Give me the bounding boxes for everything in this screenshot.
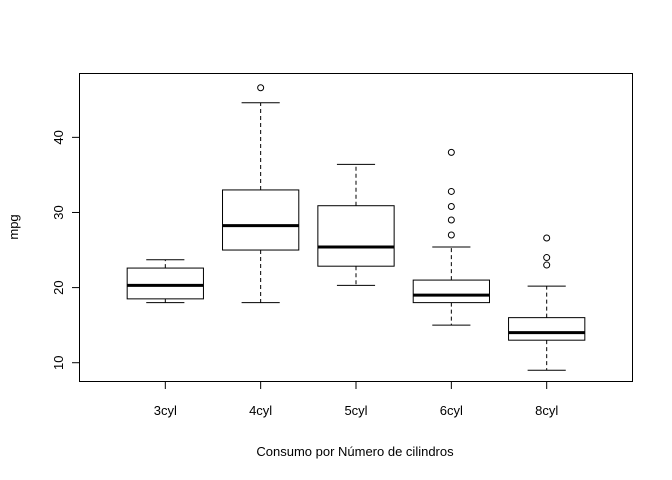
outlier-point — [543, 261, 551, 269]
box-8cyl — [508, 234, 586, 371]
x-tick-label: 3cyl — [154, 403, 177, 418]
iqr-box — [412, 279, 490, 304]
outlier-point — [543, 234, 551, 242]
y-tick-label: 10 — [51, 355, 66, 369]
box-3cyl — [126, 259, 204, 304]
outlier-point — [447, 187, 455, 195]
box-6cyl — [412, 148, 490, 326]
outlier-point — [447, 202, 455, 210]
outlier-point — [447, 231, 455, 239]
x-tick-label: 4cyl — [249, 403, 272, 418]
x-axis: 3cyl 4cyl 5cyl 6cyl 8cyl — [154, 381, 558, 418]
iqr-box — [222, 189, 300, 251]
y-tick-label: 20 — [51, 280, 66, 294]
x-tick-label: 5cyl — [344, 403, 367, 418]
box-group — [126, 84, 586, 371]
y-axis: 10 20 30 40 — [51, 130, 80, 370]
box-5cyl — [317, 163, 395, 286]
outlier-point — [543, 254, 551, 262]
box-4cyl — [222, 84, 300, 304]
iqr-box — [126, 267, 204, 300]
iqr-box — [508, 317, 586, 341]
x-axis-title: Consumo por Número de cilindros — [256, 444, 454, 459]
x-tick-label: 6cyl — [440, 403, 463, 418]
y-tick-label: 40 — [51, 130, 66, 144]
y-tick-label: 30 — [51, 205, 66, 219]
y-axis-title: mpg — [6, 214, 21, 239]
iqr-box — [317, 205, 395, 267]
x-tick-label: 8cyl — [535, 403, 558, 418]
outlier-point — [257, 84, 265, 92]
outlier-point — [447, 148, 455, 156]
outlier-point — [447, 216, 455, 224]
